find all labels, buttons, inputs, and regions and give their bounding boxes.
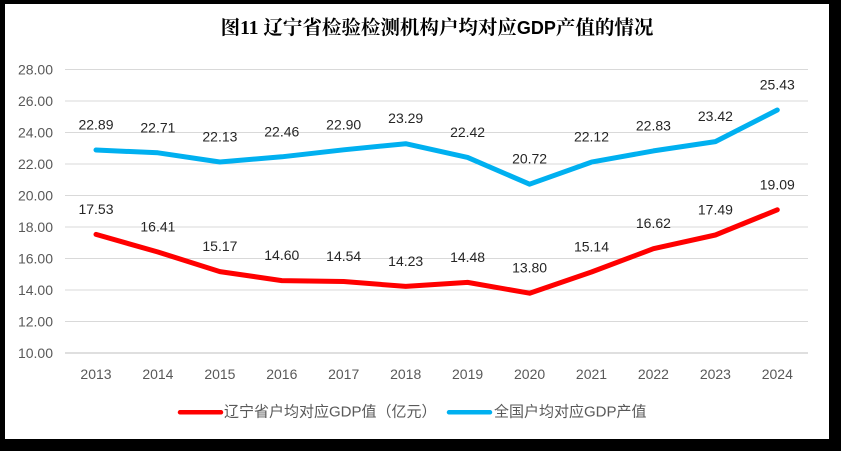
svg-text:2023: 2023 [700, 366, 731, 382]
svg-text:2013: 2013 [80, 366, 111, 382]
svg-text:22.00: 22.00 [18, 156, 53, 172]
svg-text:20.72: 20.72 [512, 151, 547, 167]
svg-text:28.00: 28.00 [18, 62, 53, 78]
svg-text:10.00: 10.00 [18, 345, 53, 361]
svg-text:26.00: 26.00 [18, 93, 53, 109]
svg-text:2024: 2024 [762, 366, 793, 382]
svg-text:14.48: 14.48 [450, 249, 485, 265]
svg-text:16.41: 16.41 [140, 219, 175, 235]
svg-text:2020: 2020 [514, 366, 545, 382]
svg-text:15.17: 15.17 [202, 238, 237, 254]
svg-text:2022: 2022 [638, 366, 669, 382]
svg-text:2016: 2016 [266, 366, 297, 382]
svg-text:14.23: 14.23 [388, 253, 423, 269]
svg-text:16.62: 16.62 [636, 215, 671, 231]
svg-text:17.49: 17.49 [698, 202, 733, 218]
svg-text:辽宁省户均对应GDP值（亿元）: 辽宁省户均对应GDP值（亿元） [224, 403, 437, 421]
svg-text:24.00: 24.00 [18, 125, 53, 141]
svg-text:13.80: 13.80 [512, 260, 547, 276]
svg-text:22.89: 22.89 [78, 117, 113, 133]
svg-text:15.14: 15.14 [574, 239, 609, 255]
svg-text:22.12: 22.12 [574, 129, 609, 145]
svg-text:14.00: 14.00 [18, 282, 53, 298]
svg-text:16.00: 16.00 [18, 251, 53, 267]
svg-text:17.53: 17.53 [78, 201, 113, 217]
svg-text:22.42: 22.42 [450, 124, 485, 140]
svg-text:23.29: 23.29 [388, 110, 423, 126]
svg-text:18.00: 18.00 [18, 219, 53, 235]
svg-text:23.42: 23.42 [698, 108, 733, 124]
svg-text:图11 辽宁省检验检测机构户均对应GDP产值的情况: 图11 辽宁省检验检测机构户均对应GDP产值的情况 [221, 17, 654, 39]
svg-text:22.13: 22.13 [202, 129, 237, 145]
svg-text:全国户均对应GDP产值: 全国户均对应GDP产值 [494, 403, 647, 421]
svg-text:20.00: 20.00 [18, 188, 53, 204]
svg-text:22.83: 22.83 [636, 117, 671, 133]
svg-text:22.71: 22.71 [140, 119, 175, 135]
svg-text:2018: 2018 [390, 366, 421, 382]
svg-text:2017: 2017 [328, 366, 359, 382]
svg-text:14.60: 14.60 [264, 247, 299, 263]
svg-text:2019: 2019 [452, 366, 483, 382]
svg-text:19.09: 19.09 [760, 176, 795, 192]
svg-text:14.54: 14.54 [326, 248, 361, 264]
svg-text:2015: 2015 [204, 366, 235, 382]
svg-text:2014: 2014 [142, 366, 173, 382]
svg-text:25.43: 25.43 [760, 77, 795, 93]
svg-text:22.90: 22.90 [326, 116, 361, 132]
svg-text:12.00: 12.00 [18, 314, 53, 330]
svg-text:2021: 2021 [576, 366, 607, 382]
svg-text:22.46: 22.46 [264, 123, 299, 139]
